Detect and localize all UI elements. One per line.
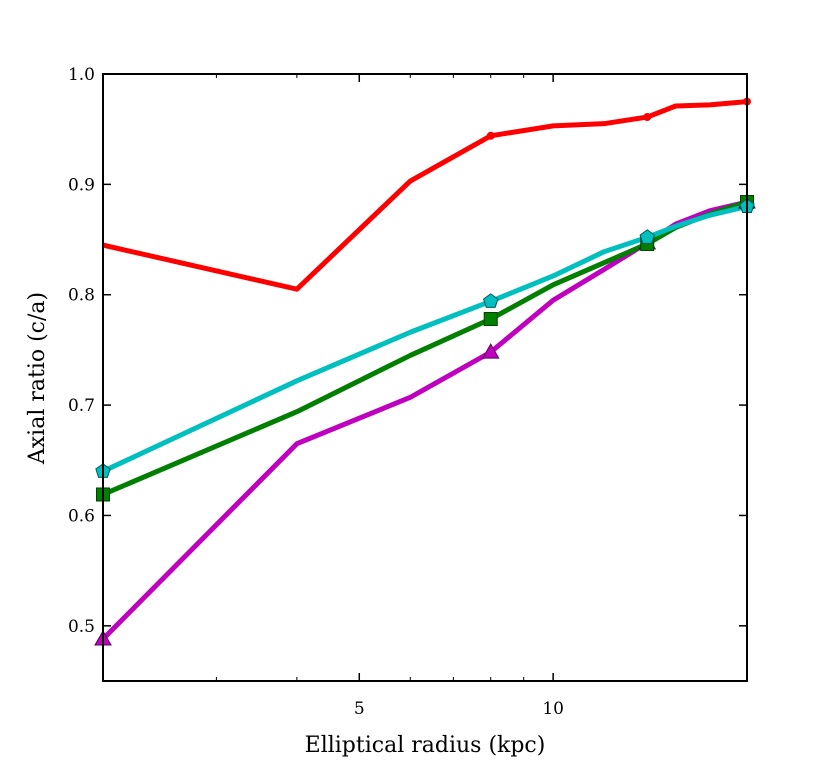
magenta-series-line	[103, 199, 747, 642]
label-layer: 0.5 0.6 0.7 0.8 0.9 1.0 5 10	[68, 65, 564, 719]
cyan-series-line	[103, 203, 747, 474]
y-axis-label: Axial ratio (c/a)	[25, 292, 50, 465]
marker-layer	[94, 97, 756, 646]
red-dot-marker	[486, 131, 495, 140]
magenta-triangle-marker	[481, 343, 500, 359]
y-tick-label: 1.0	[68, 65, 95, 85]
green-square-marker	[483, 312, 498, 327]
red-dot-marker	[643, 113, 652, 122]
y-tick-label: 0.5	[68, 617, 95, 637]
series-layer	[103, 99, 747, 642]
y-tick-label: 0.8	[68, 286, 95, 306]
red-series-line	[103, 99, 747, 292]
y-tick-label: 0.6	[68, 506, 95, 526]
cyan-pentagon-marker	[639, 229, 655, 244]
x-axis-label: Elliptical radius (kpc)	[305, 733, 546, 758]
plot-frame	[102, 73, 748, 682]
tick-layer	[103, 73, 748, 681]
cyan-pentagon-marker	[483, 293, 499, 308]
y-tick-label: 0.9	[68, 175, 95, 195]
x-tick-label: 10	[542, 699, 564, 719]
x-tick-label: 5	[354, 699, 365, 719]
y-tick-label: 0.7	[68, 396, 95, 416]
